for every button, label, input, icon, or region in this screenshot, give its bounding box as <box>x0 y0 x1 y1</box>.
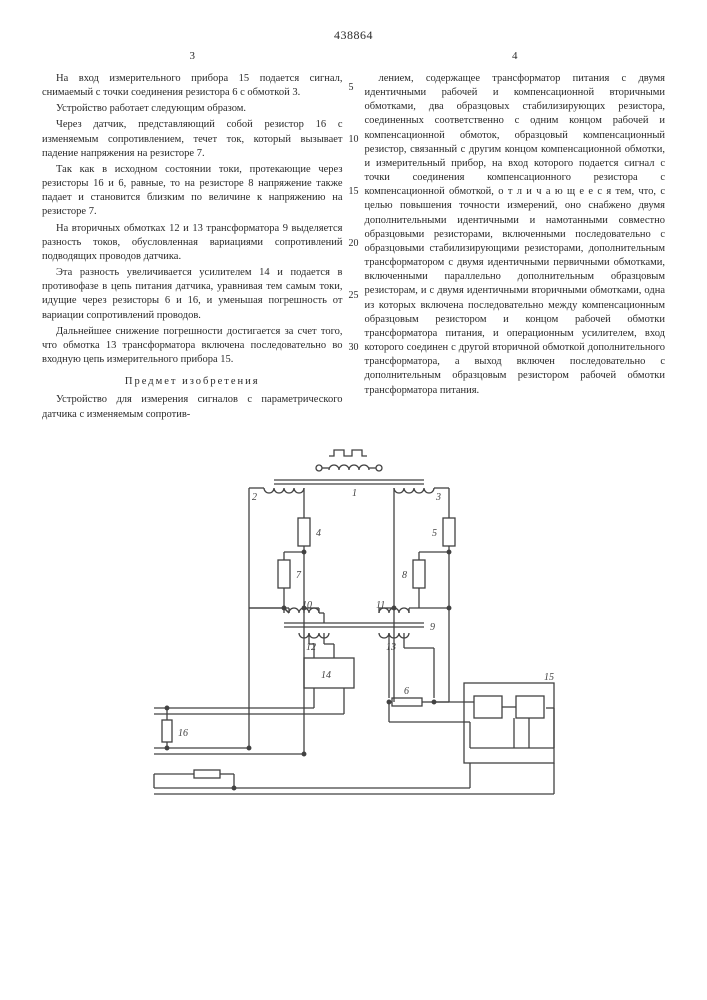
paragraph: Так как в исходном состоянии токи, проте… <box>42 163 343 220</box>
left-column: 3 На вход измерительного прибора 15 пода… <box>42 49 343 424</box>
svg-text:4: 4 <box>316 528 321 539</box>
paragraph: На вход измерительного прибора 15 подает… <box>42 72 343 100</box>
line-marker: 15 <box>349 186 359 197</box>
left-body: На вход измерительного прибора 15 подает… <box>42 72 343 367</box>
svg-text:7: 7 <box>296 570 302 581</box>
col-num-left: 3 <box>42 49 343 64</box>
svg-text:8: 8 <box>402 570 407 581</box>
section-title: Предмет изобретения <box>42 375 343 389</box>
line-marker: 10 <box>349 134 359 145</box>
line-marker: 30 <box>349 342 359 353</box>
svg-text:9: 9 <box>430 622 435 633</box>
right-column: 4 лением, содержащее трансформатор питан… <box>365 49 666 424</box>
patent-page: 438864 51015202530 3 На вход измерительн… <box>0 0 707 1000</box>
svg-text:16: 16 <box>178 728 188 739</box>
line-marker: 5 <box>349 82 354 93</box>
svg-text:2: 2 <box>252 492 257 503</box>
svg-text:3: 3 <box>435 492 441 503</box>
svg-text:14: 14 <box>321 670 331 681</box>
left-last-para: Устройство для измерения сигналов с пара… <box>42 393 343 421</box>
patent-number: 438864 <box>42 28 665 43</box>
paragraph: Эта разность увеличивается усилителем 14… <box>42 266 343 323</box>
svg-text:5: 5 <box>432 528 437 539</box>
paragraph: Через датчик, представляющий собой резис… <box>42 118 343 161</box>
paragraph: Дальнейшее снижение погрешности достигае… <box>42 325 343 368</box>
svg-text:6: 6 <box>404 686 409 697</box>
text-columns: 3 На вход измерительного прибора 15 пода… <box>42 49 665 424</box>
svg-text:11: 11 <box>376 600 385 611</box>
line-marker: 25 <box>349 290 359 301</box>
circuit-diagram: 12345781011912131461516 <box>134 448 574 828</box>
right-body: лением, содержащее трансформатор питания… <box>365 72 666 398</box>
paragraph: Устройство работает следующим образом. <box>42 102 343 116</box>
svg-text:15: 15 <box>544 672 554 683</box>
paragraph: На вторичных обмотках 12 и 13 трансформа… <box>42 222 343 265</box>
line-marker: 20 <box>349 238 359 249</box>
col-num-right: 4 <box>365 49 666 64</box>
svg-text:1: 1 <box>352 488 357 499</box>
